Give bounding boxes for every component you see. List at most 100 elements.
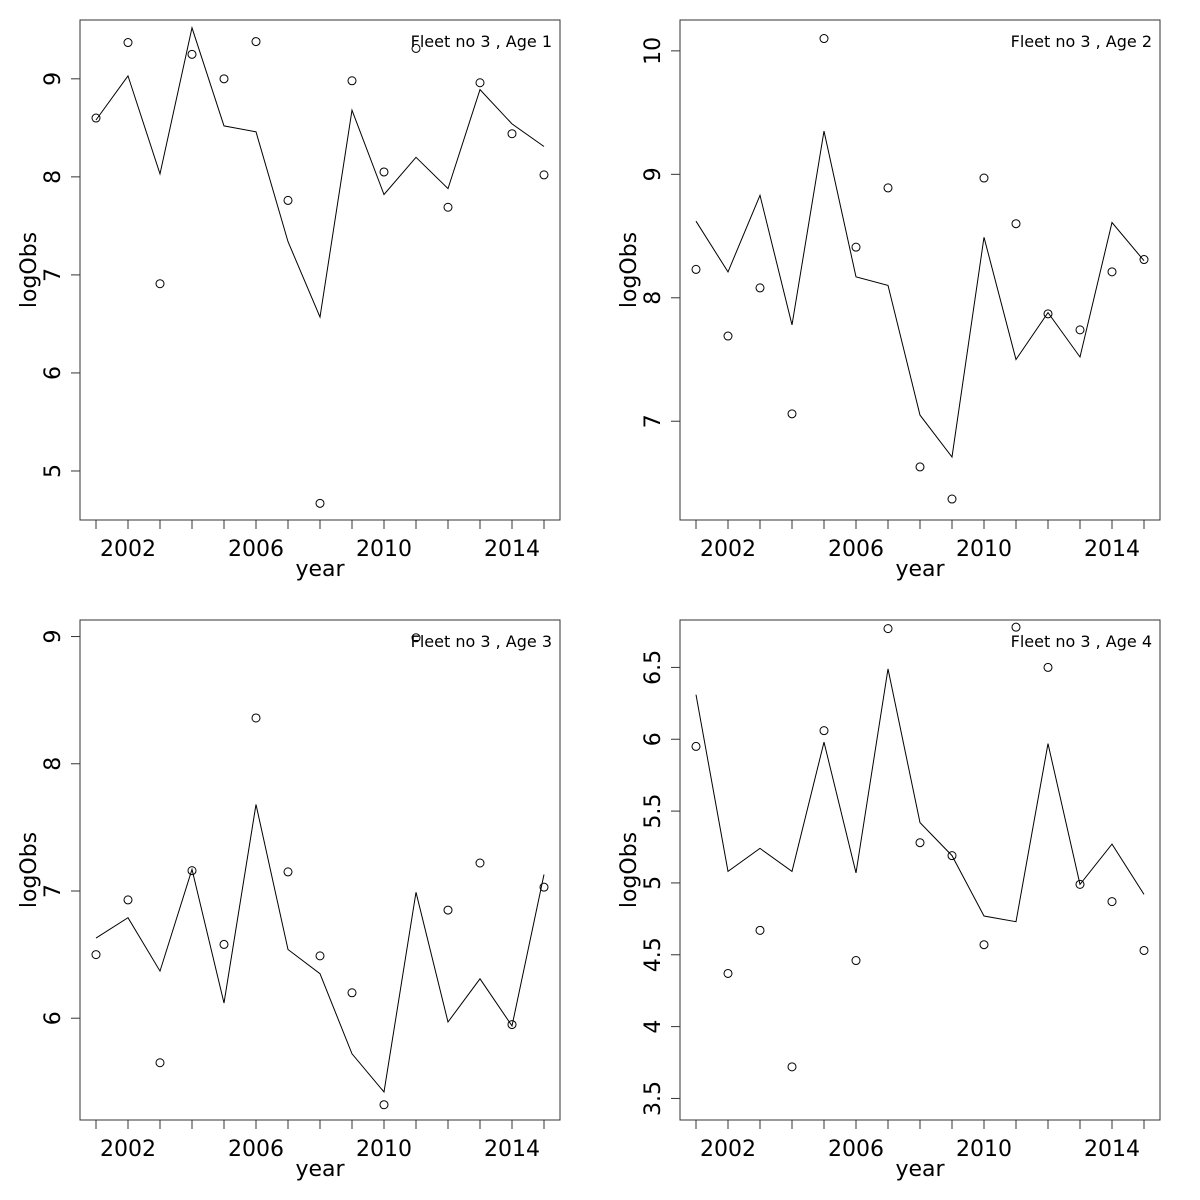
panel-title: Fleet no 3 , Age 3 [411,632,552,651]
fitted-line [695,668,1145,923]
y-axis-label: logObs [617,832,642,908]
y-tick-label: 6 [41,366,66,380]
obs-point [539,170,549,180]
x-tick-label: 2014 [484,1137,540,1162]
obs-point [507,1020,517,1030]
obs-point [979,940,989,950]
obs-point [1043,662,1053,672]
y-tick-label: 6 [41,1011,66,1025]
x-tick-label: 2010 [956,1137,1012,1162]
obs-point [507,129,517,139]
x-axis-label: year [295,557,345,582]
obs-point [315,498,325,508]
observation-points [91,633,549,1110]
obs-point [691,264,701,274]
obs-point [219,74,229,84]
plot-frame [79,19,561,521]
fitted-line [95,25,545,319]
y-axis-label: logObs [17,232,42,308]
y-tick-label: 6.5 [641,650,666,685]
obs-point [979,173,989,183]
x-tick-label: 2006 [828,1137,884,1162]
fitted-line [95,804,545,1094]
obs-point [691,741,701,751]
y-tick-label: 7 [41,884,66,898]
chart-panel-2: 2002 2006 2010 2014 year 7 8 9 10 logObs Fleet no … [617,19,1161,582]
obs-point [1107,897,1117,907]
panel-title: Fleet no 3 , Age 4 [1011,632,1152,651]
y-tick-label: 5 [641,876,666,890]
y-axis-label: logObs [617,232,642,308]
observation-points [691,34,1149,504]
obs-point [187,49,197,59]
obs-point [411,43,421,53]
x-tick-label: 2010 [956,537,1012,562]
y-tick-label: 9 [641,167,666,181]
y-tick-label: 8 [641,291,666,305]
y-tick-label: 6 [641,732,666,746]
y-axis: 6 7 8 9 [41,630,81,1025]
plot-frame [79,619,561,1121]
chart-panel-1: 2002 2006 2010 2014 year 5 6 7 8 9 logObs Fleet no … [17,19,561,582]
y-tick-label: 9 [41,72,66,86]
obs-point [755,283,765,293]
obs-point [819,34,829,44]
plot-frame [679,19,1161,521]
obs-point [91,113,101,123]
obs-point [851,242,861,252]
y-axis: 3.5 4 4.5 5 5.5 6 6.5 [641,650,681,1116]
plot-frame [679,619,1161,1121]
x-axis: 2002 2006 2010 2014 [695,519,1145,562]
x-tick-label: 2006 [228,1137,284,1162]
obs-point [411,633,421,643]
x-tick-label: 2014 [484,537,540,562]
obs-point [315,951,325,961]
y-axis: 7 8 9 10 [641,37,681,428]
obs-point [379,1100,389,1110]
x-axis-label: year [295,1157,345,1182]
obs-point [1107,267,1117,277]
obs-point [187,866,197,876]
y-tick-label: 10 [641,37,666,65]
obs-point [1011,219,1021,229]
x-tick-label: 2002 [700,537,756,562]
obs-point [915,838,925,848]
obs-point [443,905,453,915]
y-tick-label: 4 [641,1020,666,1034]
obs-point [379,167,389,177]
obs-point [155,279,165,289]
obs-point [283,867,293,877]
x-tick-label: 2002 [100,537,156,562]
obs-point [219,939,229,949]
obs-point [1139,945,1149,955]
x-tick-label: 2006 [828,537,884,562]
y-tick-label: 5 [41,464,66,478]
obs-point [723,331,733,341]
y-tick-label: 7 [641,414,666,428]
panel-title: Fleet no 3 , Age 1 [411,32,552,51]
x-tick-label: 2014 [1084,1137,1140,1162]
obs-point [1139,255,1149,265]
obs-point [347,988,357,998]
fitted-line [695,130,1145,459]
y-axis-label: logObs [17,832,42,908]
obs-point [883,183,893,193]
x-tick-label: 2006 [228,537,284,562]
obs-point [787,409,797,419]
obs-point [1043,309,1053,319]
y-tick-label: 8 [41,757,66,771]
x-tick-label: 2002 [700,1137,756,1162]
obs-point [947,851,957,861]
obs-point [1075,879,1085,889]
observation-points [691,622,1149,1072]
y-tick-label: 3.5 [641,1081,666,1116]
obs-point [883,624,893,634]
obs-point [851,956,861,966]
x-tick-label: 2010 [356,1137,412,1162]
chart-panel-4: 2002 2006 2010 2014 year 3.5 4 4.5 5 5.5 6 6.5 logOb… [617,619,1161,1182]
x-axis: 2002 2006 2010 2014 [95,1119,545,1162]
x-axis-label: year [895,557,945,582]
x-axis: 2002 2006 2010 2014 [95,519,545,562]
panel-title: Fleet no 3 , Age 2 [1011,32,1152,51]
obs-point [123,38,133,48]
